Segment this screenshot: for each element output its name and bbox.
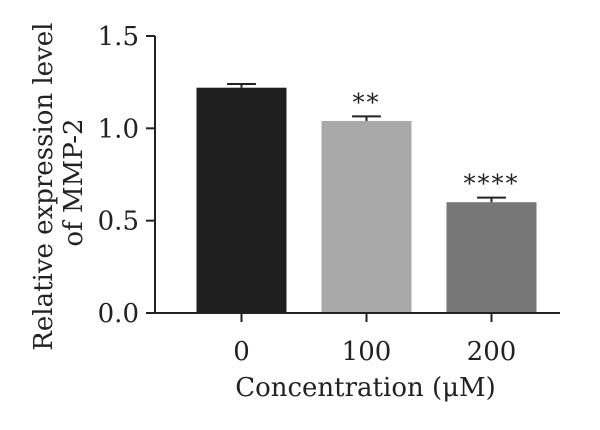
significance-label: **: [353, 88, 381, 116]
y-axis: 0.0 0.5 1.0 1.5: [98, 22, 156, 329]
y-axis-title: Relative expression level of MMP-2: [29, 14, 89, 350]
x-tick-label: 100: [342, 337, 392, 367]
y-tick-label: 1.0: [98, 114, 139, 144]
bar: [321, 120, 412, 314]
significance-label: ****: [464, 170, 520, 198]
x-axis-title: Concentration (μM): [235, 373, 496, 403]
y-tick-label: 0.0: [98, 299, 139, 329]
x-axis: 0 100 200: [155, 312, 560, 367]
x-tick-label: 200: [467, 337, 517, 367]
y-axis-title-line-1: Relative expression level: [29, 23, 59, 351]
bars: ******: [196, 83, 537, 314]
y-axis-title-line-2: of MMP-2: [59, 118, 89, 246]
y-tick-label: 1.5: [98, 22, 139, 52]
x-tick-label: 0: [233, 337, 250, 367]
y-tick-label: 0.5: [98, 207, 139, 237]
bar: [446, 202, 537, 313]
bar: [196, 87, 287, 313]
